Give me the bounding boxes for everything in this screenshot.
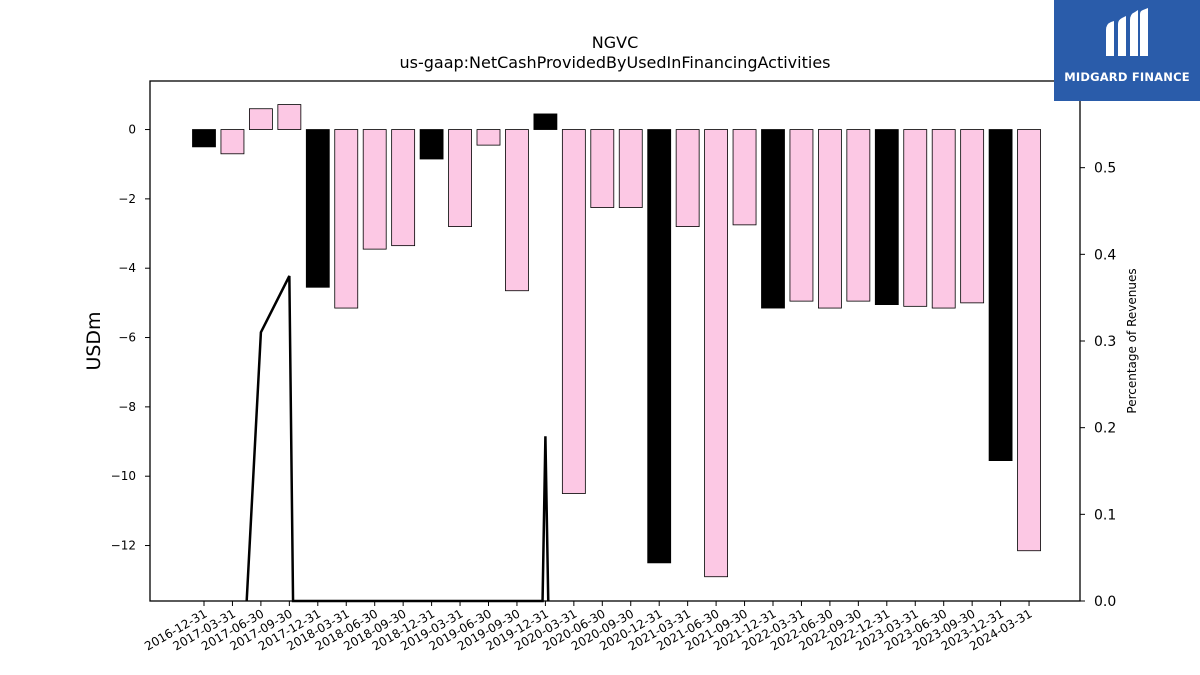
y2-tick-label: 0.5 [1094, 161, 1116, 177]
brand-logo: MIDGARD FINANCE [1054, 0, 1200, 101]
bar-2022-06-30 [818, 129, 842, 309]
bar-2018-06-30 [362, 129, 387, 250]
bar-2023-12-31 [988, 129, 1013, 462]
bar-2019-06-30 [476, 129, 501, 146]
bar-2016-12-31 [192, 129, 216, 148]
bar-2020-12-31 [647, 129, 672, 564]
y2-tick-label: 0.1 [1094, 507, 1116, 523]
y-tick-label: −10 [111, 469, 136, 483]
y2-tick-label: 0.4 [1094, 247, 1116, 263]
bar-2022-03-31 [789, 129, 814, 302]
bar-2021-12-31 [761, 129, 785, 309]
bar-2020-06-30 [590, 129, 615, 208]
bar-2023-06-30 [931, 129, 956, 309]
ratio-line [245, 275, 550, 603]
bar-2020-09-30 [618, 129, 643, 208]
bar-2023-09-30 [960, 129, 985, 304]
y-tick-label: −4 [118, 261, 136, 275]
y-axis-label: USDm [83, 311, 105, 370]
bar-2017-06-30 [248, 108, 273, 130]
bar-2017-03-31 [220, 129, 245, 155]
bar-2023-03-31 [903, 129, 928, 307]
left-axis-ticks: 0 −2 −4 −6 −8 −10 −12 [111, 123, 150, 553]
bar-2020-03-31 [561, 129, 586, 494]
bar-2018-03-31 [334, 129, 359, 309]
bar-2019-12-31 [533, 113, 558, 130]
bar-2019-03-31 [448, 129, 472, 227]
bars-group [192, 104, 1041, 578]
y2-tick-label: 0.3 [1094, 334, 1116, 350]
y2-axis-label: Percentage of Revenues [1125, 268, 1139, 413]
bar-2018-09-30 [391, 129, 416, 247]
y-tick-label: −12 [111, 539, 136, 553]
x-axis-ticks: 2016-12-312017-03-312017-06-302017-09-30… [142, 601, 1035, 653]
bar-2021-06-30 [704, 129, 728, 578]
right-axis-ticks: 0.00.10.20.30.40.50.6 [1080, 74, 1116, 610]
brand-name: MIDGARD FINANCE [1064, 70, 1190, 84]
y-tick-label: −2 [118, 192, 136, 206]
chart-subtitle: us-gaap:NetCashProvidedByUsedInFinancing… [399, 53, 830, 72]
y2-tick-label: 0.0 [1094, 594, 1116, 610]
chart-title: NGVC [592, 33, 638, 52]
y-tick-label: 0 [128, 123, 136, 137]
y-tick-label: −6 [118, 331, 136, 345]
y-tick-label: −8 [118, 400, 136, 414]
bar-2022-12-31 [874, 129, 899, 306]
y2-tick-label: 0.2 [1094, 421, 1116, 437]
bar-2021-09-30 [732, 129, 757, 226]
bar-2017-09-30 [277, 104, 302, 130]
bar-2017-12-31 [305, 129, 330, 288]
midgard-m-logo-icon [1106, 8, 1148, 56]
bar-2018-12-31 [419, 129, 444, 160]
ratio-line-group [245, 275, 550, 603]
bar-2021-03-31 [675, 129, 700, 227]
bar-2019-09-30 [505, 129, 529, 292]
bar-2022-09-30 [846, 129, 871, 302]
bar-2024-03-31 [1017, 129, 1041, 552]
